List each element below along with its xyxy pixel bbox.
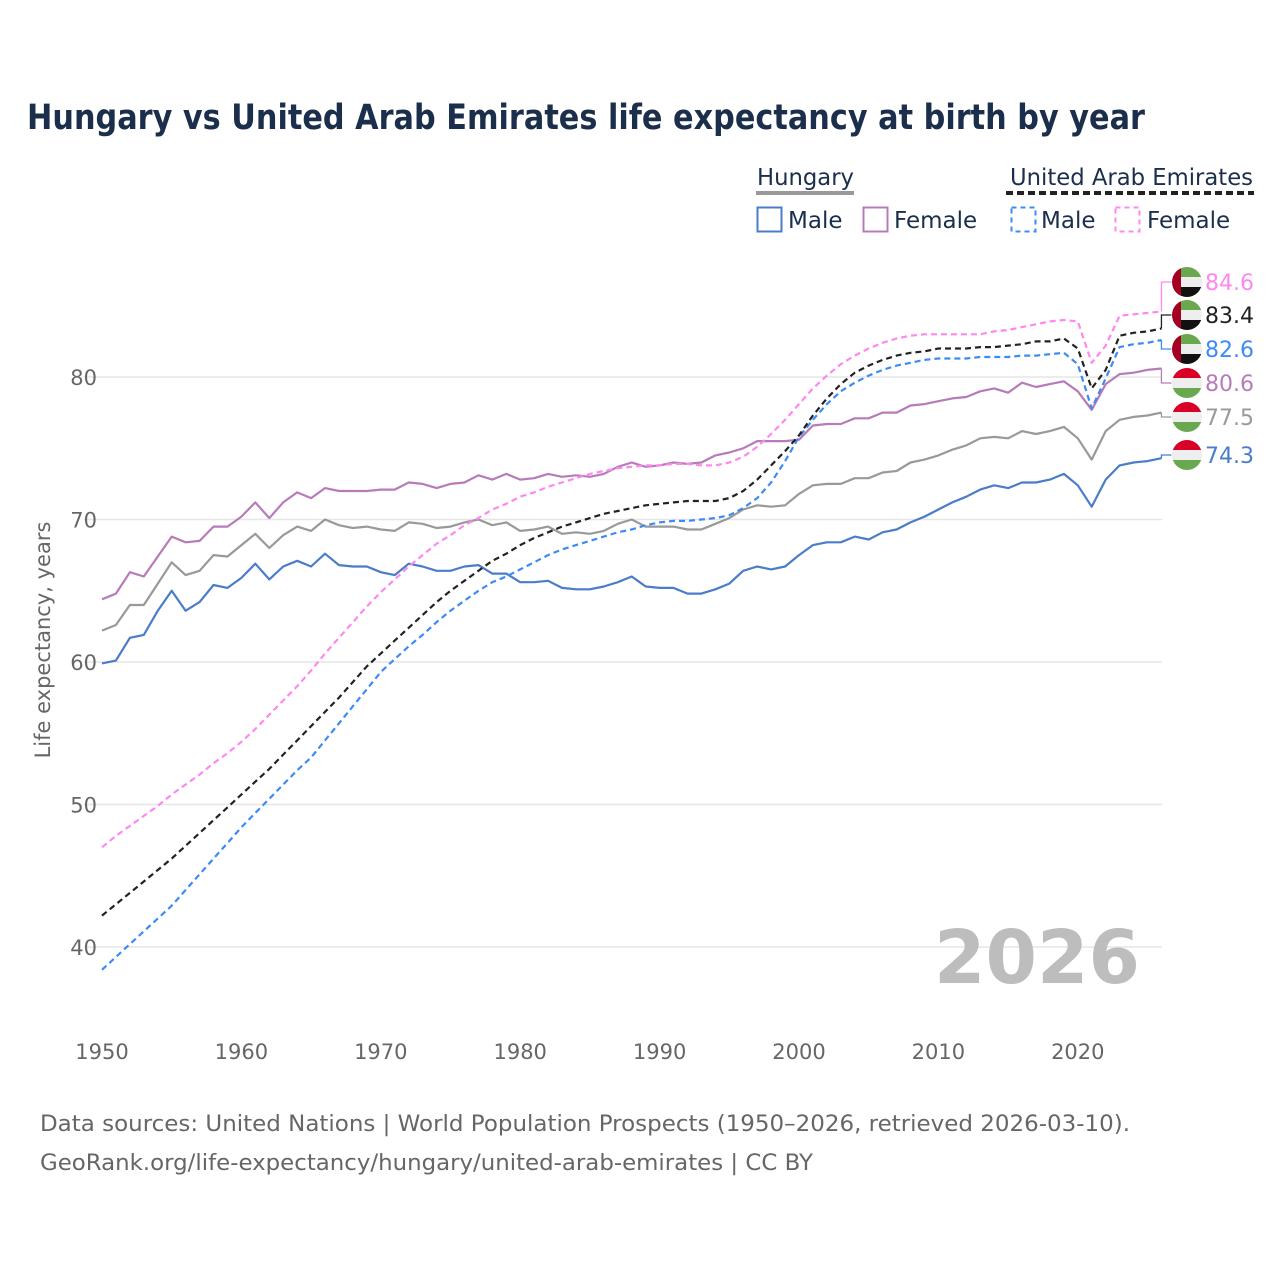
flag-stripe-red xyxy=(1172,440,1202,450)
legend: Hungary Male Female United Arab Emirates… xyxy=(756,165,1254,234)
flag-stripe-red xyxy=(1172,267,1181,297)
legend-label-hungary-male: Male xyxy=(788,208,842,234)
uae-flag-icon xyxy=(1172,267,1202,297)
x-tick-label: 2010 xyxy=(912,1040,965,1064)
legend-group-uae[interactable]: United Arab Emirates Male Female xyxy=(1006,165,1254,234)
end-label-connector xyxy=(1160,281,1172,312)
end-label-connector xyxy=(1160,339,1172,350)
y-tick-label: 40 xyxy=(70,936,97,960)
end-value-label: 77.5 xyxy=(1205,406,1254,431)
series-line-hungary-total xyxy=(101,411,1162,632)
hungary-flag-icon xyxy=(1172,402,1202,432)
flag-stripe-white xyxy=(1172,378,1202,388)
legend-country-hungary: Hungary xyxy=(757,165,854,191)
x-tick-label: 1970 xyxy=(354,1040,407,1064)
y-tick-label: 80 xyxy=(70,366,97,390)
series-line-united-arab-emirates-male xyxy=(101,338,1162,971)
flag-stripes xyxy=(1172,368,1202,398)
legend-swatch-uae-male xyxy=(1010,206,1037,233)
flag-stripe-black xyxy=(1172,287,1202,297)
flag-stripe-green xyxy=(1172,334,1202,344)
gridlines xyxy=(84,376,1162,948)
flag-stripes xyxy=(1172,402,1202,432)
flag-stripe-green xyxy=(1172,460,1202,470)
flag-stripe-green xyxy=(1172,267,1202,277)
x-tick-label: 2020 xyxy=(1051,1040,1104,1064)
flag-stripe-red xyxy=(1172,334,1181,364)
flag-stripe-white xyxy=(1172,277,1202,287)
flag-stripe-white xyxy=(1172,344,1202,354)
y-tick-label: 70 xyxy=(70,509,97,533)
series-lines xyxy=(101,310,1162,971)
flag-stripes xyxy=(1172,440,1202,470)
hungary-flag-icon xyxy=(1172,440,1202,470)
end-labels: 84.6 83.4 82.6 80.6 77.5 74.3 xyxy=(1160,267,1254,470)
chart-title: Hungary vs United Arab Emirates life exp… xyxy=(27,98,1146,138)
flag-stripe-white xyxy=(1172,310,1202,320)
legend-label-hungary-female: Female xyxy=(894,208,977,234)
x-tick-label: 1960 xyxy=(215,1040,268,1064)
flag-stripe-green xyxy=(1172,388,1202,398)
end-value-label: 84.6 xyxy=(1205,271,1254,296)
flag-stripe-black xyxy=(1172,320,1202,330)
end-label-connector xyxy=(1160,412,1172,418)
legend-swatch-uae-female xyxy=(1114,206,1141,233)
y-axis-ticks: 40 50 60 70 80 xyxy=(70,366,97,960)
end-value-label: 82.6 xyxy=(1205,338,1254,363)
flag-stripes xyxy=(1172,267,1202,297)
legend-country-uae: United Arab Emirates xyxy=(1010,165,1253,191)
footer-source: Data sources: United Nations | World Pop… xyxy=(40,1112,1130,1137)
x-axis-ticks: 1950 1960 1970 1980 1990 2000 2010 2020 xyxy=(75,1040,1104,1064)
y-tick-label: 50 xyxy=(70,794,97,818)
y-tick-label: 60 xyxy=(70,651,97,675)
y-axis-label: Life expectancy, years xyxy=(31,522,55,759)
flag-stripe-black xyxy=(1172,354,1202,364)
flag-stripe-white xyxy=(1172,412,1202,422)
flag-stripe-white xyxy=(1172,450,1202,460)
legend-swatch-hungary-female xyxy=(862,206,889,233)
legend-label-uae-female: Female xyxy=(1147,208,1230,234)
x-tick-label: 1980 xyxy=(493,1040,546,1064)
end-value-label: 74.3 xyxy=(1205,444,1254,469)
uae-flag-icon xyxy=(1172,300,1202,330)
end-value-label: 83.4 xyxy=(1205,304,1254,329)
legend-swatch-hungary-male xyxy=(756,206,783,233)
end-label-connector xyxy=(1160,454,1172,459)
hungary-flag-icon xyxy=(1172,368,1202,398)
legend-group-hungary[interactable]: Hungary Male Female xyxy=(756,165,977,234)
flag-stripes xyxy=(1172,334,1202,364)
footer-link[interactable]: GeoRank.org/life-expectancy/hungary/unit… xyxy=(40,1151,814,1176)
uae-flag-icon xyxy=(1172,334,1202,364)
x-tick-label: 1950 xyxy=(75,1040,128,1064)
flag-stripe-green xyxy=(1172,300,1202,310)
legend-label-uae-male: Male xyxy=(1041,208,1095,234)
end-value-label: 80.6 xyxy=(1205,372,1254,397)
flag-stripes xyxy=(1172,300,1202,330)
series-line-hungary-female xyxy=(101,367,1162,601)
series-line-united-arab-emirates-female xyxy=(101,310,1162,849)
end-label-connector xyxy=(1160,314,1172,329)
series-line-united-arab-emirates-total xyxy=(101,327,1162,917)
end-label-connector xyxy=(1160,368,1172,384)
footer-link-text[interactable]: GeoRank.org/life-expectancy/hungary/unit… xyxy=(40,1151,814,1176)
flag-stripe-red xyxy=(1172,402,1202,412)
flag-stripe-red xyxy=(1172,368,1202,378)
year-watermark: 2026 xyxy=(934,915,1140,1001)
flag-stripe-green xyxy=(1172,422,1202,432)
series-line-hungary-male xyxy=(101,457,1162,665)
x-tick-label: 2000 xyxy=(772,1040,825,1064)
legend-line-hungary xyxy=(756,191,854,195)
flag-stripe-red xyxy=(1172,300,1181,330)
x-tick-label: 1990 xyxy=(633,1040,686,1064)
